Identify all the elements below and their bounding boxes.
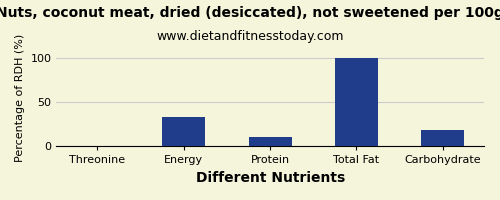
Bar [162, 117, 206, 146]
Bar [422, 130, 465, 146]
Bar [335, 58, 378, 146]
X-axis label: Different Nutrients: Different Nutrients [196, 171, 345, 185]
Text: Nuts, coconut meat, dried (desiccated), not sweetened per 100g: Nuts, coconut meat, dried (desiccated), … [0, 6, 500, 20]
Text: www.dietandfitnesstoday.com: www.dietandfitnesstoday.com [156, 30, 344, 43]
Y-axis label: Percentage of RDH (%): Percentage of RDH (%) [15, 34, 25, 162]
Bar [248, 137, 292, 146]
